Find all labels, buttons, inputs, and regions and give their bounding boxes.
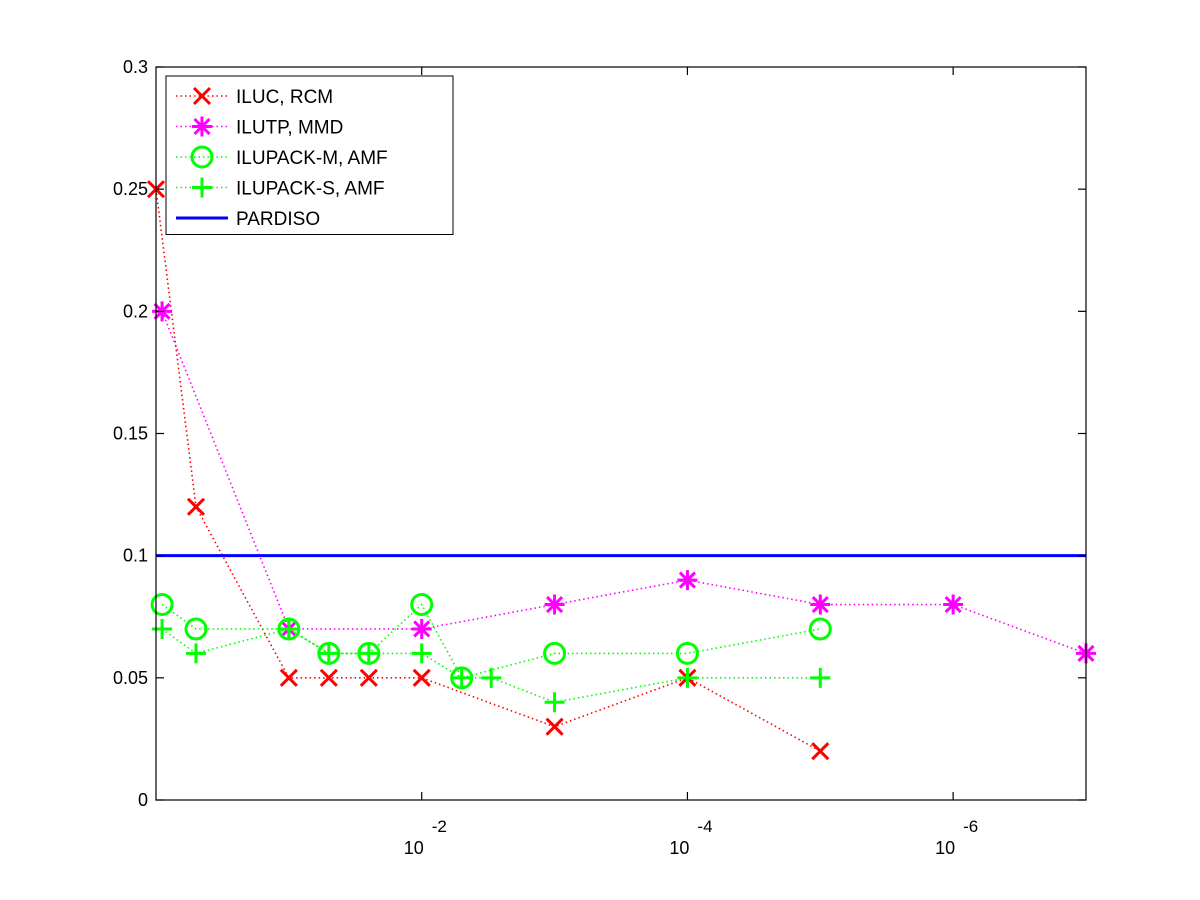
data-point-3-8 (544, 692, 565, 713)
data-point-1-5 (810, 594, 831, 615)
data-point-3-1 (185, 643, 206, 664)
series-line-0 (155, 189, 821, 752)
legend-entry-1: ILUTP, MMD (176, 116, 343, 139)
data-point-3-4 (358, 643, 379, 664)
data-point-3-3 (318, 643, 339, 664)
y-tick-label-6: 0.3 (123, 57, 148, 77)
data-point-3-10 (810, 667, 831, 688)
legend-marker-2 (190, 145, 214, 169)
y-tick-label-2: 0.1 (123, 546, 148, 566)
data-point-0-5 (412, 668, 431, 687)
data-point-1-2 (411, 618, 432, 639)
x-tick-label-base-0: 10 (404, 838, 424, 858)
legend-marker-3 (192, 177, 212, 198)
legend-marker-0 (192, 86, 212, 106)
series-layer (146, 180, 1096, 761)
data-point-3-7 (481, 667, 502, 688)
data-point-2-5 (410, 593, 434, 617)
legend-label-3: ILUPACK-S, AMF (236, 179, 385, 200)
data-point-1-3 (544, 594, 565, 615)
legend: ILUC, RCM ILUTP, MMD ILUPACK-M, AMF ILUPACK… (165, 75, 454, 235)
data-point-0-4 (359, 668, 378, 687)
data-point-1-4 (677, 570, 698, 591)
legend-entry-4: PARDISO (176, 209, 320, 230)
data-point-3-2 (278, 618, 299, 639)
x-tick-label-exp-2: -6 (963, 817, 978, 836)
y-tick-label-5: 0.25 (113, 179, 148, 199)
data-point-2-0 (150, 593, 174, 617)
y-tick-label-4: 0.2 (123, 301, 148, 321)
data-point-2-9 (808, 617, 832, 641)
series-line-1 (161, 311, 1087, 655)
data-point-3-9 (677, 667, 698, 688)
data-point-0-8 (811, 742, 830, 761)
data-point-3-0 (152, 618, 173, 639)
y-tick-label-0: 0 (138, 790, 148, 810)
data-point-0-2 (279, 668, 298, 687)
data-point-2-7 (543, 641, 567, 665)
data-point-0-6 (545, 717, 564, 736)
x-tick-label-exp-1: -4 (697, 817, 712, 836)
legend-box (165, 75, 454, 235)
series-3 (152, 618, 831, 713)
y-tick-label-3: 0.15 (113, 424, 148, 444)
legend-label-0: ILUC, RCM (236, 87, 333, 108)
data-point-2-8 (675, 641, 699, 665)
data-point-1-6 (943, 594, 964, 615)
x-tick-label-exp-0: -2 (432, 817, 447, 836)
series-line-3 (161, 628, 821, 704)
legend-entry-0: ILUC, RCM (176, 86, 333, 108)
series-1 (152, 301, 1096, 664)
x-tick-label-base-2: 10 (935, 838, 955, 858)
ticks-layer: 0 0.05 0.1 0.15 0.2 0.25 0.3 10 -2 10 -4 10 -6 (113, 57, 1086, 858)
data-point-0-3 (319, 668, 338, 687)
legend-label-4: PARDISO (236, 209, 320, 230)
legend-entry-3: ILUPACK-S, AMF (176, 177, 385, 200)
legend-label-1: ILUTP, MMD (236, 118, 343, 139)
data-point-3-5 (411, 643, 432, 664)
legend-marker-1 (192, 116, 212, 137)
series-0 (146, 180, 830, 761)
y-tick-label-1: 0.05 (113, 668, 148, 688)
data-point-0-1 (186, 497, 206, 516)
series-line-2 (161, 603, 821, 679)
data-point-3-6 (451, 667, 472, 688)
legend-label-2: ILUPACK-M, AMF (236, 148, 388, 169)
legend-entry-2: ILUPACK-M, AMF (176, 145, 388, 169)
data-point-2-1 (184, 617, 208, 641)
x-tick-label-base-1: 10 (669, 838, 689, 858)
